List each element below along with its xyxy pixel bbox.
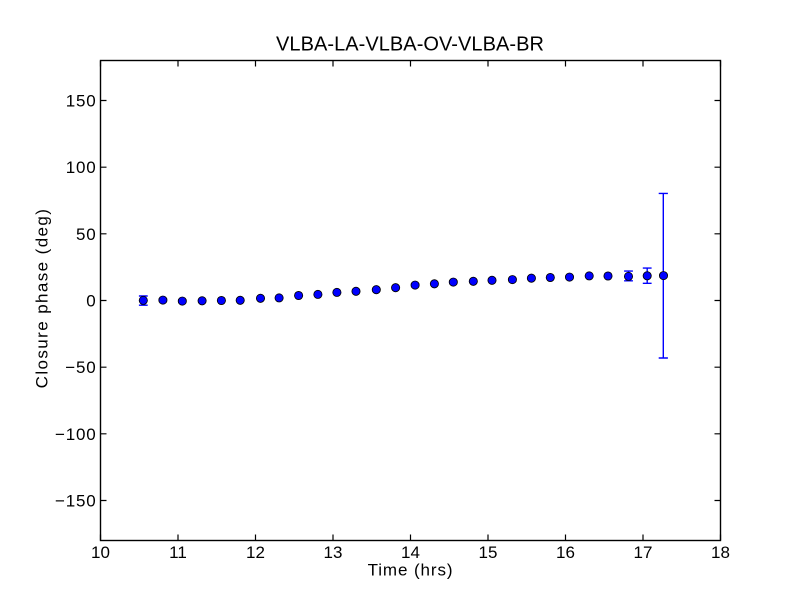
svg-text:50: 50 <box>76 225 97 244</box>
svg-text:150: 150 <box>66 92 97 111</box>
svg-text:14: 14 <box>401 543 420 562</box>
svg-text:12: 12 <box>246 543 265 562</box>
svg-text:11: 11 <box>169 543 187 562</box>
svg-text:−150: −150 <box>55 492 97 511</box>
svg-text:16: 16 <box>556 543 575 562</box>
svg-text:17: 17 <box>634 543 653 562</box>
svg-text:100: 100 <box>66 158 97 177</box>
svg-text:−100: −100 <box>55 425 97 444</box>
svg-text:15: 15 <box>479 543 498 562</box>
svg-text:0: 0 <box>86 292 96 311</box>
svg-text:−50: −50 <box>65 358 96 377</box>
svg-text:10: 10 <box>91 543 110 562</box>
svg-text:VLBA-LA-VLBA-OV-VLBA-BR: VLBA-LA-VLBA-OV-VLBA-BR <box>276 34 544 56</box>
svg-text:Closure phase (deg): Closure phase (deg) <box>33 208 52 389</box>
svg-text:Time (hrs): Time (hrs) <box>368 561 454 580</box>
svg-text:13: 13 <box>324 543 343 562</box>
svg-text:18: 18 <box>711 543 730 562</box>
